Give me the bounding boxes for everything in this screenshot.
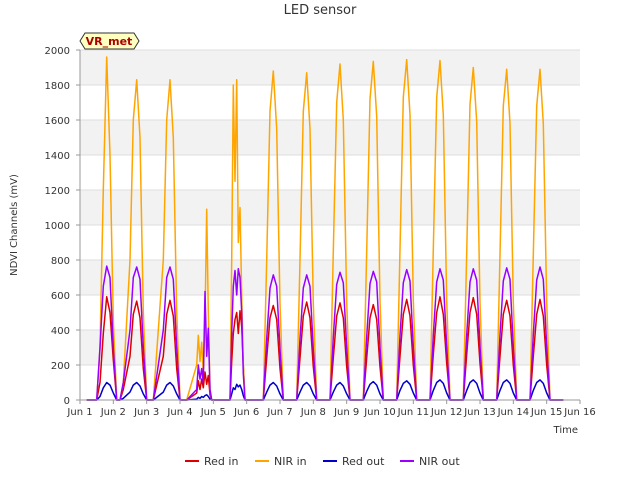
y-tick-label: 400 [51, 326, 70, 337]
x-tick-label: Jun 2 [100, 407, 126, 418]
y-tick-label: 600 [51, 291, 70, 302]
x-tick-label: Jun 3 [133, 407, 159, 418]
chart-title: LED sensor [284, 3, 357, 18]
x-tick-label: Jun 5 [200, 407, 226, 418]
x-tick-label: Jun 11 [397, 407, 430, 418]
series-line-red-out [86, 379, 564, 401]
band-9 [80, 50, 580, 85]
band-1 [80, 330, 580, 365]
background-bands [80, 50, 580, 365]
x-tick-label: Jun 12 [430, 407, 463, 418]
legend: Red in NIR in Red out NIR out [185, 455, 460, 468]
x-tick-label: Jun 1 [66, 407, 92, 418]
y-tick-label: 1800 [45, 81, 70, 92]
x-tick-label: Jun 10 [363, 407, 396, 418]
x-tick-label: Jun 6 [233, 407, 259, 418]
site-badge-label: VR_met [86, 35, 133, 48]
x-axis-label: Time [553, 425, 578, 436]
x-tick-label: Jun 9 [333, 407, 359, 418]
x-axis: Jun 1 Jun 2 Jun 3 Jun 4 Jun 5 Jun 6 Jun 7 Jun 8… [66, 400, 596, 418]
x-tick-label: Jun 15 [530, 407, 563, 418]
x-tick-label: Jun 7 [266, 407, 292, 418]
band-5 [80, 190, 580, 225]
series-layer [86, 56, 564, 401]
band-7 [80, 120, 580, 155]
x-tick-label: Jun 16 [563, 407, 596, 418]
y-tick-label: 200 [51, 361, 70, 372]
legend-label: NIR out [419, 455, 460, 468]
x-tick-label: Jun 4 [166, 407, 192, 418]
x-tick-label: Jun 8 [300, 407, 326, 418]
series-line-nir-in [86, 56, 564, 401]
y-tick-label: 1600 [45, 116, 70, 127]
site-badge: VR_met [79, 32, 140, 50]
y-axis: 0 200 400 600 800 1000 1200 1400 1600 1800 2000 [45, 46, 80, 407]
y-tick-label: 1400 [45, 151, 70, 162]
y-tick-label: 2000 [45, 46, 70, 57]
x-tick-label: Jun 13 [463, 407, 496, 418]
y-tick-label: 800 [51, 256, 70, 267]
site-badge-shape [79, 32, 140, 50]
y-axis-label: NDVI Channels (mV) [9, 174, 20, 276]
x-tick-label: Jun 14 [497, 407, 530, 418]
y-tick-label: 1000 [45, 221, 70, 232]
y-tick-label: 1200 [45, 186, 70, 197]
y-tick-label: 0 [64, 396, 70, 407]
series-line-nir-out [86, 265, 564, 401]
band-3 [80, 260, 580, 295]
legend-label: Red out [342, 455, 385, 468]
legend-label: Red in [204, 455, 238, 468]
legend-label: NIR in [274, 455, 307, 468]
